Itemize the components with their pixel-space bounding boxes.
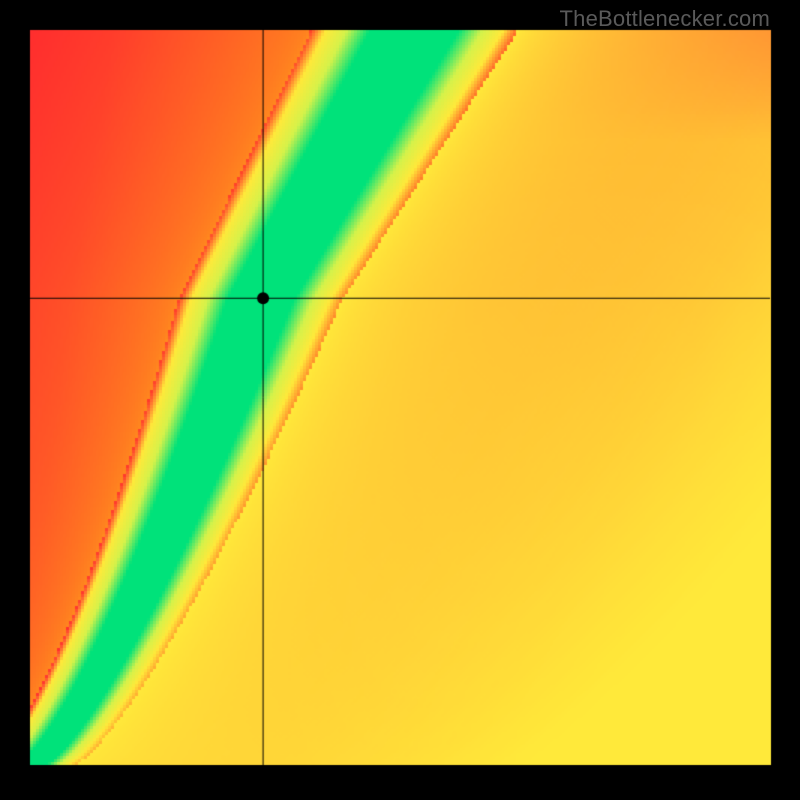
watermark-label: TheBottlenecker.com bbox=[560, 6, 770, 32]
bottleneck-heatmap bbox=[0, 0, 800, 800]
chart-container: TheBottlenecker.com bbox=[0, 0, 800, 800]
